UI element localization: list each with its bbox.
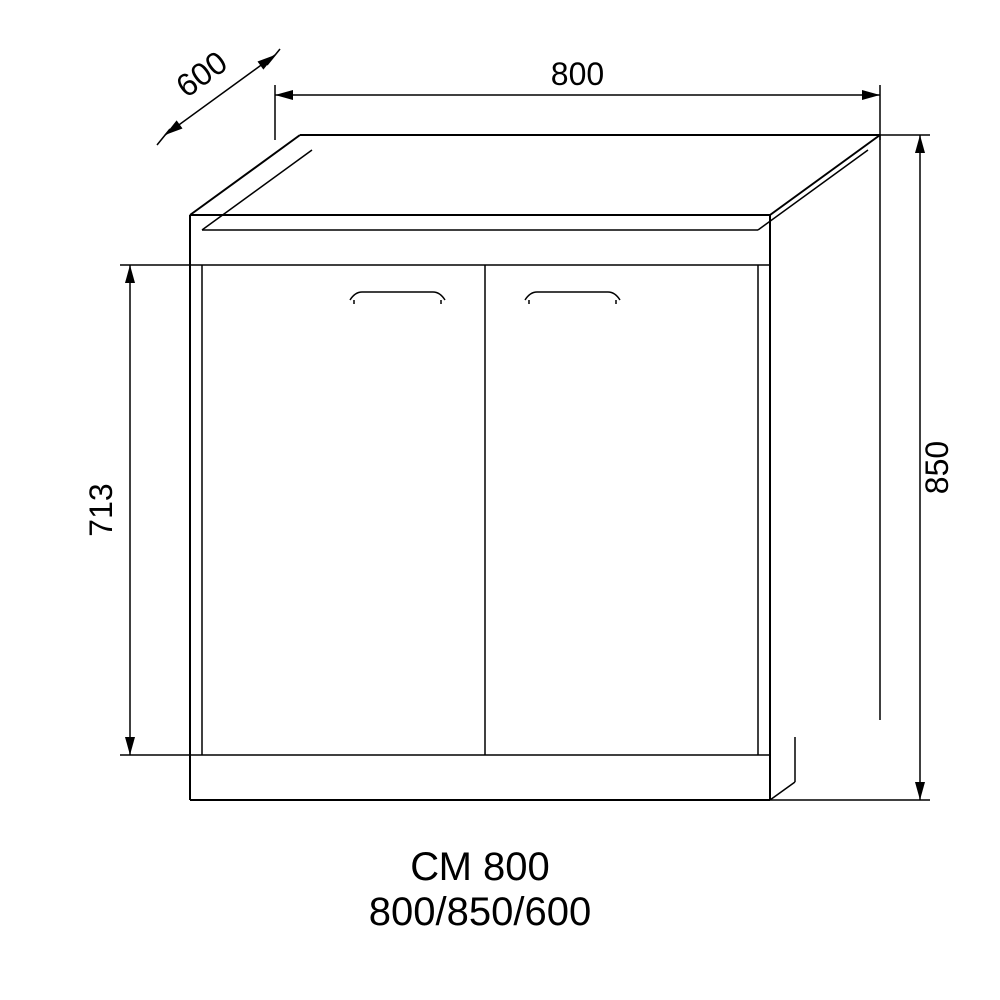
dimension-depth: 600 <box>169 44 233 105</box>
dimension-width: 800 <box>551 56 604 92</box>
cabinet-dimension-diagram: 800 600 850 713 СМ 800800/850/600 <box>0 0 1000 1000</box>
model-dimensions: 800/850/600 <box>369 890 591 934</box>
model-name: СМ 800 <box>410 845 550 889</box>
dimension-height-door: 713 <box>83 483 119 536</box>
dimension-height-full: 850 <box>919 441 955 494</box>
